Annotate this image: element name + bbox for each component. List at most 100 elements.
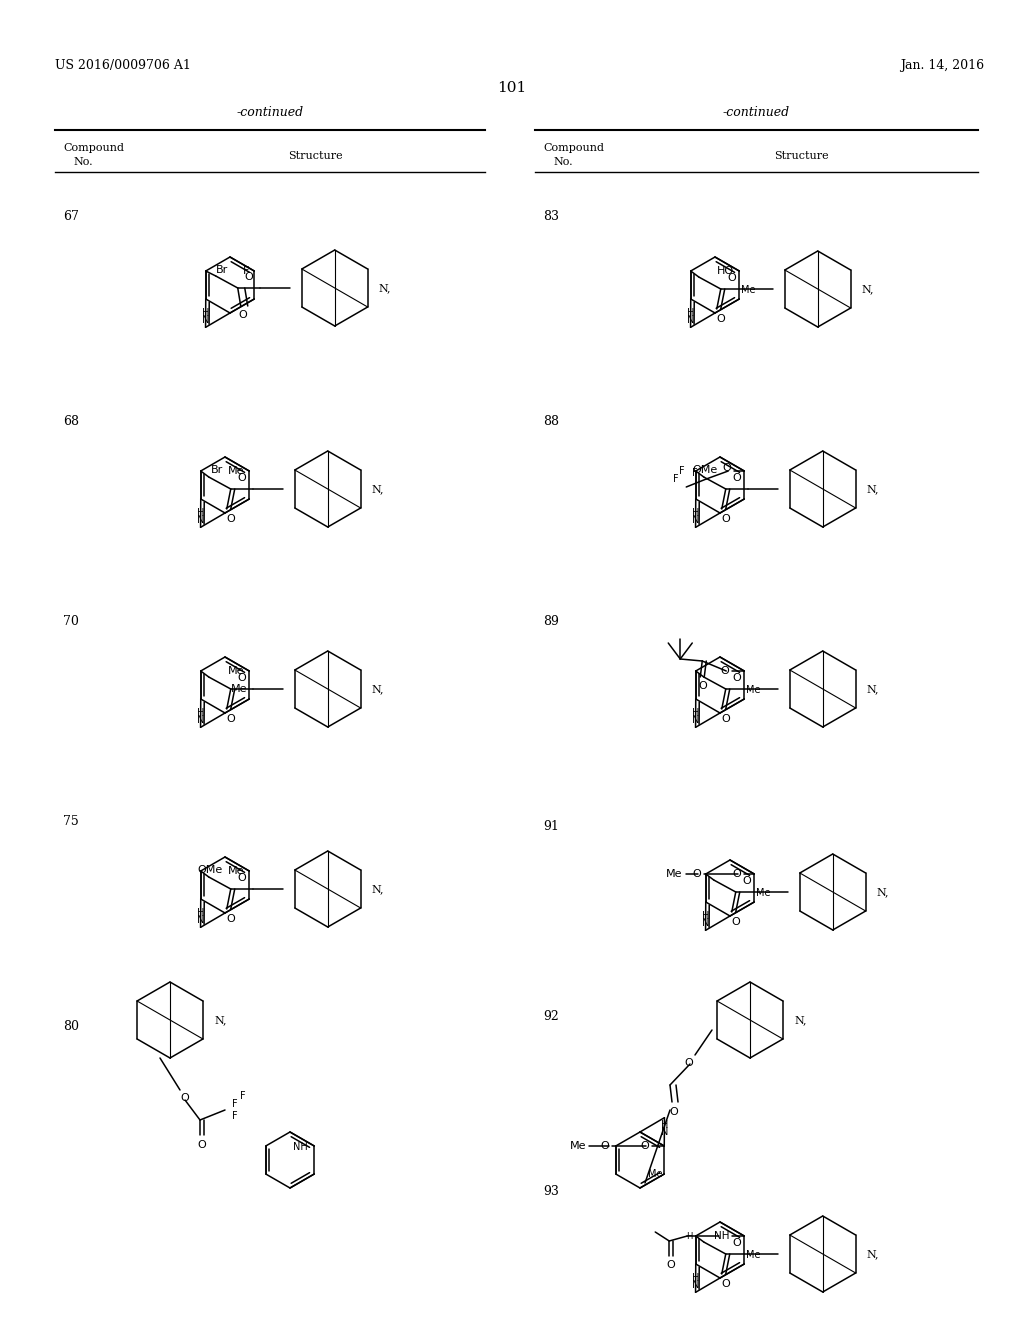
Text: -continued: -continued	[237, 106, 303, 119]
Text: H: H	[197, 908, 204, 919]
Text: Me: Me	[648, 1170, 663, 1179]
Text: Br: Br	[216, 265, 228, 275]
Text: N: N	[202, 315, 209, 325]
Text: 92: 92	[543, 1010, 559, 1023]
Text: N,: N,	[379, 282, 391, 293]
Text: O: O	[742, 876, 752, 886]
Text: O: O	[670, 1107, 678, 1117]
Text: O: O	[721, 513, 730, 524]
Text: O: O	[692, 869, 701, 879]
Text: Jan. 14, 2016: Jan. 14, 2016	[900, 58, 984, 71]
Text: 68: 68	[63, 414, 79, 428]
Text: O: O	[731, 917, 740, 927]
Text: O: O	[667, 1261, 676, 1270]
Text: Me: Me	[746, 1250, 761, 1261]
Text: O: O	[238, 673, 246, 682]
Text: N,: N,	[866, 1249, 880, 1259]
Text: No.: No.	[73, 157, 92, 168]
Text: Structure: Structure	[288, 150, 342, 161]
Text: O: O	[732, 473, 741, 483]
Text: O: O	[727, 273, 736, 282]
Text: NH: NH	[714, 1232, 729, 1241]
Text: Compound: Compound	[63, 143, 124, 153]
Text: H: H	[197, 508, 204, 519]
Text: O: O	[732, 869, 741, 879]
Text: O: O	[732, 673, 741, 682]
Text: US 2016/0009706 A1: US 2016/0009706 A1	[55, 58, 190, 71]
Text: H: H	[686, 1232, 692, 1241]
Text: N: N	[197, 915, 204, 925]
Text: Me: Me	[227, 866, 245, 876]
Text: O: O	[226, 513, 236, 524]
Text: 75: 75	[63, 814, 79, 828]
Text: Me: Me	[569, 1140, 587, 1151]
Text: OMe: OMe	[693, 465, 718, 475]
Text: O: O	[239, 310, 247, 319]
Text: O: O	[723, 463, 731, 473]
Text: N: N	[701, 919, 710, 928]
Text: O: O	[732, 1238, 741, 1247]
Text: 91: 91	[543, 820, 559, 833]
Text: H: H	[197, 709, 204, 718]
Text: 70: 70	[63, 615, 79, 628]
Text: N,: N,	[372, 684, 384, 694]
Text: H: H	[202, 309, 209, 318]
Text: N,: N,	[794, 1015, 807, 1026]
Text: O: O	[721, 1279, 730, 1290]
Text: 67: 67	[63, 210, 79, 223]
Text: H: H	[701, 911, 710, 921]
Text: HO: HO	[717, 267, 734, 276]
Text: N: N	[197, 515, 204, 525]
Text: N,: N,	[866, 684, 880, 694]
Text: Compound: Compound	[543, 143, 604, 153]
Text: 93: 93	[543, 1185, 559, 1199]
Text: F: F	[232, 1111, 238, 1121]
Text: Me: Me	[757, 888, 771, 898]
Text: Me: Me	[227, 466, 245, 477]
Text: N,: N,	[372, 484, 384, 494]
Text: O: O	[721, 667, 729, 676]
Text: O: O	[600, 1140, 609, 1151]
Text: Structure: Structure	[774, 150, 828, 161]
Text: 83: 83	[543, 210, 559, 223]
Text: H: H	[692, 709, 699, 718]
Text: N,: N,	[214, 1015, 226, 1026]
Text: O: O	[238, 473, 246, 483]
Text: F: F	[232, 1100, 238, 1109]
Text: O: O	[238, 873, 246, 883]
Text: H: H	[692, 508, 699, 519]
Text: N: N	[692, 1280, 699, 1291]
Text: O: O	[198, 1140, 207, 1150]
Text: O: O	[245, 272, 253, 282]
Text: O: O	[180, 1093, 189, 1104]
Text: N: N	[197, 715, 204, 725]
Text: N,: N,	[372, 884, 384, 894]
Text: 101: 101	[498, 81, 526, 95]
Text: 89: 89	[543, 615, 559, 628]
Text: N: N	[660, 1127, 668, 1137]
Text: F: F	[679, 466, 684, 477]
Text: F: F	[240, 1092, 246, 1101]
Text: Me: Me	[227, 667, 245, 676]
Text: Me: Me	[666, 869, 682, 879]
Text: O: O	[698, 681, 708, 690]
Text: O: O	[721, 714, 730, 723]
Text: 80: 80	[63, 1020, 79, 1034]
Text: F: F	[692, 469, 698, 478]
Text: N,: N,	[862, 284, 874, 294]
Text: F: F	[673, 474, 678, 484]
Text: NH: NH	[293, 1142, 308, 1152]
Text: Br: Br	[211, 465, 223, 475]
Text: H: H	[660, 1119, 668, 1130]
Text: H: H	[687, 309, 694, 318]
Text: O: O	[717, 314, 725, 323]
Text: -continued: -continued	[723, 106, 791, 119]
Text: O: O	[684, 1059, 693, 1068]
Text: Me: Me	[230, 684, 247, 694]
Text: No.: No.	[553, 157, 572, 168]
Text: H: H	[692, 1274, 699, 1283]
Text: F: F	[243, 267, 249, 276]
Text: O: O	[640, 1140, 649, 1151]
Text: N,: N,	[866, 484, 880, 494]
Text: N: N	[692, 515, 699, 525]
